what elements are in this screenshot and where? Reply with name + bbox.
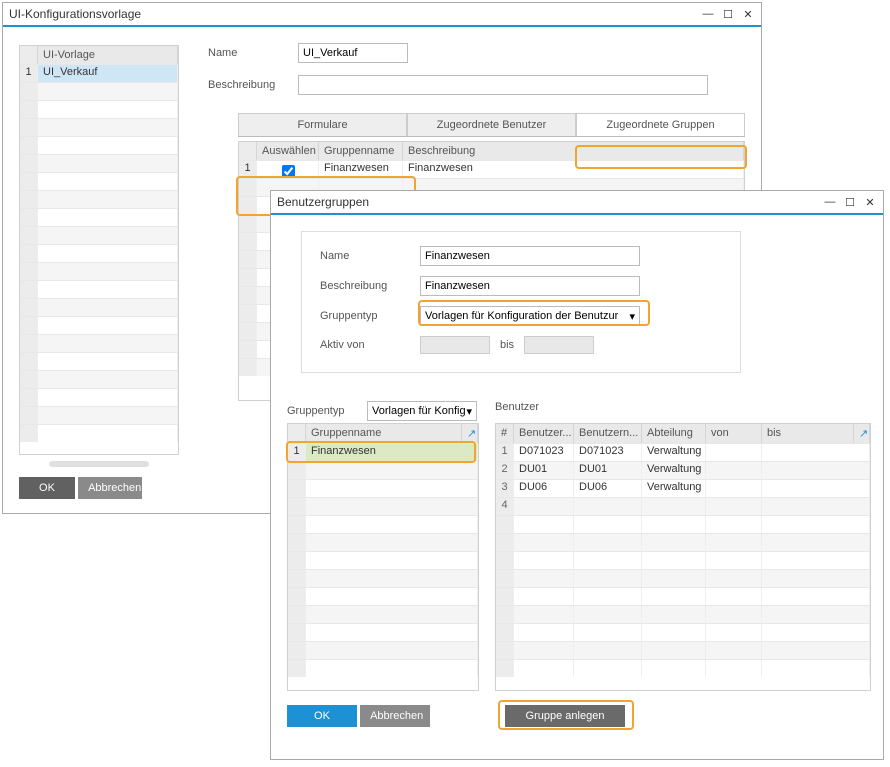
template-row-selected[interactable]: 1 UI_Verkauf [20,64,178,82]
gtype-label: Gruppentyp [320,310,420,322]
gn-header: Gruppenname [306,424,462,443]
templates-grid[interactable]: UI-Vorlage 1 UI_Verkauf [19,45,179,455]
expand-icon-2[interactable]: ↗ [859,428,868,440]
user-row[interactable]: 1D071023D071023Verwaltung [496,443,870,461]
ucol-num: # [496,424,514,443]
user-row[interactable]: 3DU06DU06Verwaltung [496,479,870,497]
tab-gruppen[interactable]: Zugeordnete Gruppen [576,113,745,136]
titlebar-1: UI-Konfigurationsvorlage — ☐ ✕ [3,3,761,27]
users-grid[interactable]: # Benutzer... Benutzern... Abteilung von… [495,423,871,691]
group-row-1[interactable]: 1 Finanzwesen Finanzwesen [239,160,744,178]
ucol-bis: bis [762,424,854,443]
tab-benutzer[interactable]: Zugeordnete Benutzer [407,113,576,136]
templates-header: UI-Vorlage [38,46,178,64]
ok-button-1[interactable]: OK [19,477,75,499]
templates-panel: UI-Vorlage 1 UI_Verkauf [19,45,179,467]
desc-label-2: Beschreibung [320,280,420,292]
gtype2-label: Gruppentyp [287,405,367,417]
window1-buttons: OK Abbrechen [19,477,142,499]
expand-icon[interactable]: ↗ [467,428,476,440]
tab-formulare[interactable]: Formulare [238,113,407,136]
cancel-button-2[interactable]: Abbrechen [360,705,430,727]
col-groupname: Gruppenname [319,142,403,160]
chevron-down-icon-2: ▾ [466,405,472,418]
close-icon[interactable]: ✕ [741,8,755,21]
name-input-2[interactable] [420,246,640,266]
desc-label-1: Beschreibung [208,79,298,91]
active-to-input[interactable] [524,336,594,354]
ucol-user: Benutzer... [514,424,574,443]
desc-input-1[interactable] [298,75,708,95]
gtype2-select[interactable]: Vorlagen für Konfig ▾ [367,401,477,421]
name-label-1: Name [208,47,298,59]
ucol-von: von [706,424,762,443]
window-user-groups: Benutzergruppen — ☐ ✕ Name Beschreibung … [270,190,884,760]
maximize-icon-2[interactable]: ☐ [843,196,857,209]
titlebar-2: Benutzergruppen — ☐ ✕ [271,191,883,215]
ucol-dept: Abteilung [642,424,706,443]
bis-label: bis [500,339,514,351]
close-icon-2[interactable]: ✕ [863,196,877,209]
window-title-2: Benutzergruppen [277,195,823,209]
user-row[interactable]: 4 [496,497,870,515]
col-select: Auswählen [257,142,319,160]
window-title-1: UI-Konfigurationsvorlage [9,7,701,21]
name-input-1[interactable] [298,43,408,63]
create-group-button[interactable]: Gruppe anlegen [505,705,625,727]
users-label: Benutzer [495,401,539,413]
gn-row-1[interactable]: 1 Finanzwesen [288,443,478,461]
user-row[interactable]: 2DU01DU01Verwaltung [496,461,870,479]
group-checkbox[interactable] [282,165,295,178]
groupnames-grid[interactable]: Gruppenname ↗ 1 Finanzwesen [287,423,479,691]
ok-button-2[interactable]: OK [287,705,357,727]
cancel-button-1[interactable]: Abbrechen [78,477,142,499]
window2-buttons-right: Gruppe anlegen [505,705,625,727]
minimize-icon-2[interactable]: — [823,196,837,209]
col-desc: Beschreibung [403,142,744,160]
window2-buttons-left: OK Abbrechen [287,705,430,727]
minimize-icon[interactable]: — [701,8,715,21]
group-form: Name Beschreibung Gruppentyp Vorlagen fü… [301,231,741,373]
active-from-input[interactable] [420,336,490,354]
name-label-2: Name [320,250,420,262]
scrollbar-thumb[interactable] [49,461,149,467]
window-controls-1: — ☐ ✕ [701,8,755,21]
active-label: Aktiv von [320,339,420,351]
gtype-select[interactable]: Vorlagen für Konfiguration der Benutzur … [420,306,640,326]
ucol-username: Benutzern... [574,424,642,443]
tabs-1: Formulare Zugeordnete Benutzer Zugeordne… [238,113,745,137]
chevron-down-icon: ▾ [629,310,635,323]
window-controls-2: — ☐ ✕ [823,196,877,209]
maximize-icon[interactable]: ☐ [721,8,735,21]
desc-input-2[interactable] [420,276,640,296]
